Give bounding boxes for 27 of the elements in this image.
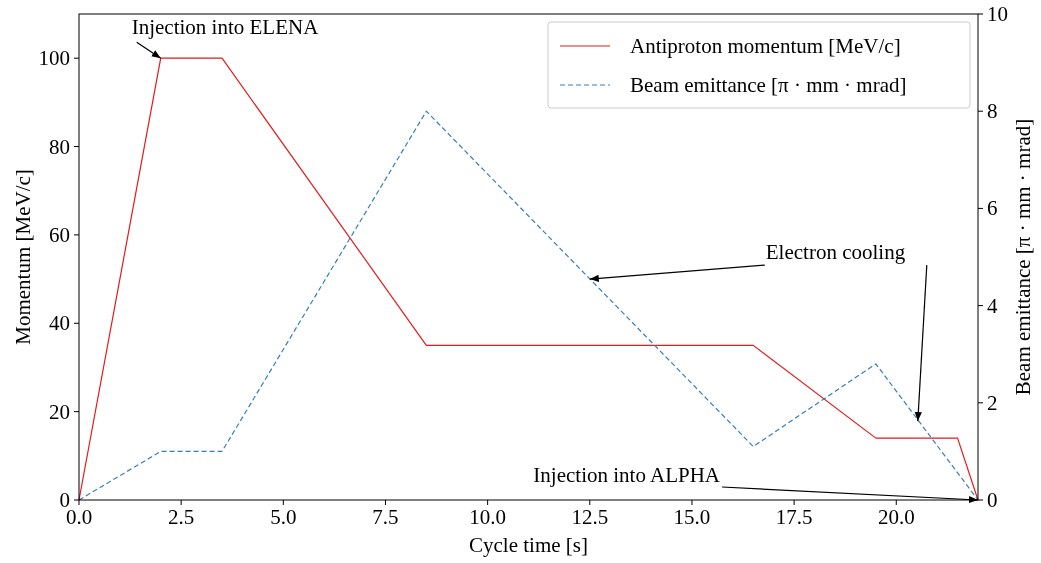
- x-tick-label: 5.0: [270, 505, 297, 529]
- x-tick-label: 12.5: [571, 505, 609, 529]
- y2-axis-title: Beam emittance [π · mm · mrad]: [1011, 118, 1035, 396]
- y-tick-label: 80: [49, 134, 70, 159]
- y2-tick-label: 8: [987, 99, 998, 124]
- y2-tick-label: 0: [987, 488, 998, 512]
- x-tick-label: 20.0: [877, 505, 915, 529]
- y2-tick-label: 2: [987, 390, 998, 415]
- annotation: Injection into ELENA: [131, 15, 320, 40]
- x-tick-label: 7.5: [372, 505, 399, 529]
- x-tick-label: 15.0: [673, 505, 711, 529]
- legend-label: Antiproton momentum [MeV/c]: [630, 34, 901, 58]
- y2-tick-label: 10: [987, 2, 1008, 26]
- y2-tick-label: 6: [987, 196, 998, 221]
- y-axis-title: Momentum [MeV/c]: [11, 169, 35, 345]
- y-tick-label: 20: [49, 399, 70, 424]
- y-tick-label: 60: [49, 222, 70, 247]
- annotation: Electron cooling: [765, 240, 906, 265]
- x-tick-label: 2.5: [168, 505, 195, 529]
- y-tick-label: 100: [38, 46, 70, 71]
- legend-label: Beam emittance [π · mm · mrad]: [630, 73, 907, 97]
- x-tick-label: 10.0: [469, 505, 507, 529]
- y-tick-label: 40: [49, 311, 70, 336]
- x-axis-title: Cycle time [s]: [469, 533, 588, 557]
- annotation: Injection into ALPHA: [533, 463, 721, 487]
- y2-tick-label: 4: [987, 293, 998, 318]
- x-tick-label: 17.5: [775, 505, 813, 529]
